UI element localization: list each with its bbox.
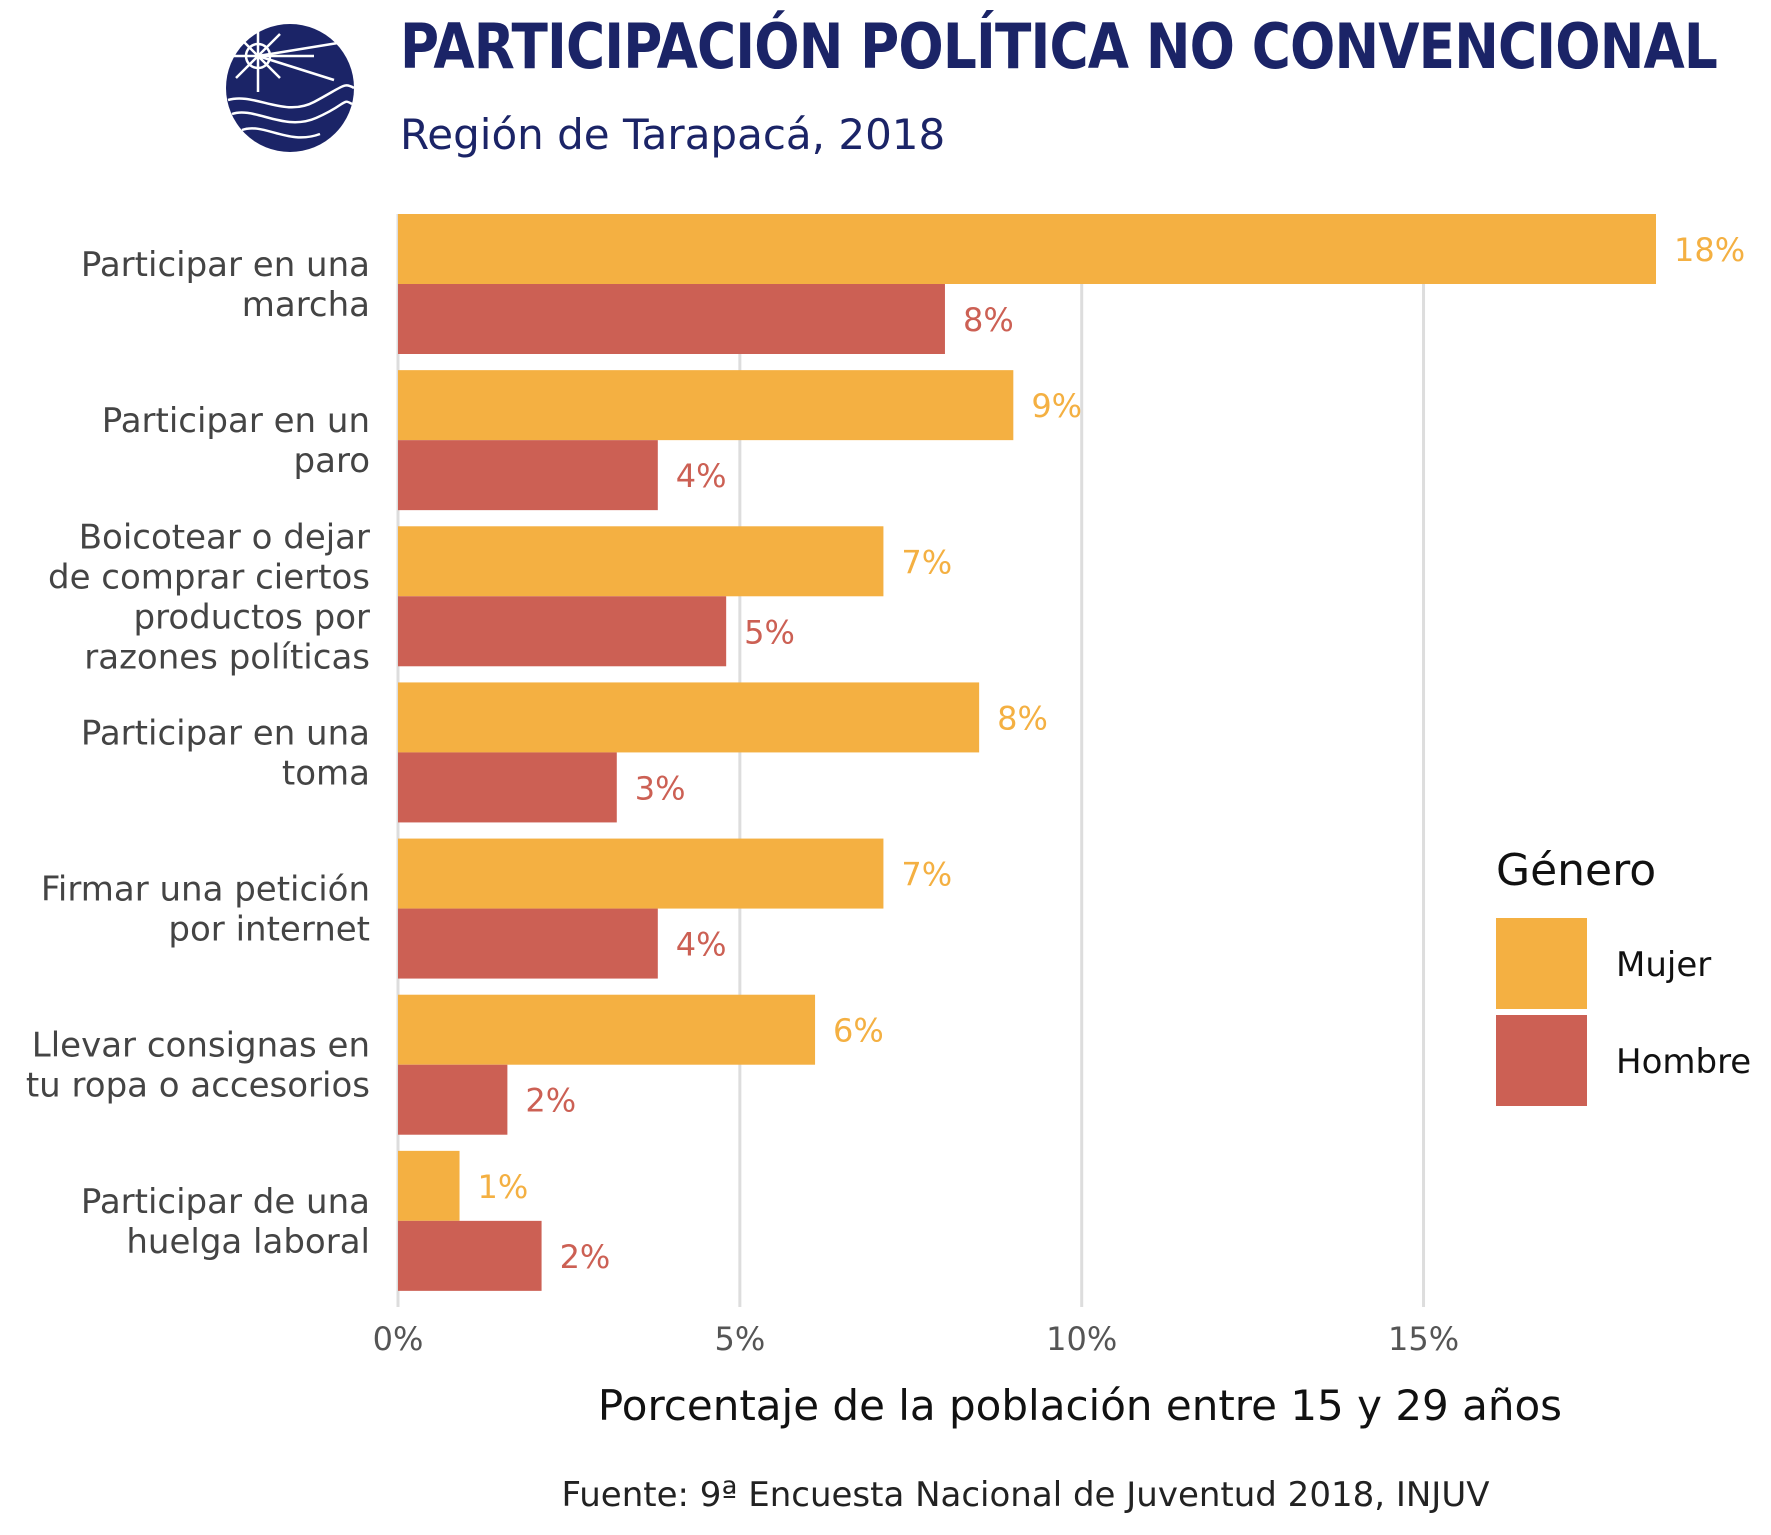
category-label: productos por bbox=[134, 597, 370, 637]
source-note: Fuente: 9ª Encuesta Nacional de Juventud… bbox=[561, 1475, 1490, 1515]
bar-mujer bbox=[398, 994, 816, 1065]
category-label: huelga laboral bbox=[126, 1222, 370, 1262]
bar-mujer bbox=[398, 838, 884, 909]
category-label: tu ropa o accesorios bbox=[26, 1066, 370, 1106]
data-label: 2% bbox=[560, 1238, 611, 1276]
data-label: 3% bbox=[635, 769, 686, 807]
category-label: Participar en una bbox=[81, 713, 370, 753]
bar-mujer bbox=[398, 682, 980, 753]
data-label: 6% bbox=[833, 1012, 884, 1050]
bar-hombre bbox=[398, 596, 727, 667]
data-label: 5% bbox=[744, 613, 795, 651]
legend-swatch-hombre bbox=[1496, 1015, 1587, 1106]
page-title: PARTICIPACIÓN POLÍTICA NO CONVENCIONAL bbox=[400, 10, 1718, 83]
category-label: paro bbox=[294, 441, 370, 481]
data-label: 7% bbox=[901, 856, 952, 894]
category-label: Firmar una petición bbox=[41, 870, 370, 910]
data-label: 2% bbox=[525, 1082, 576, 1120]
bar-mujer bbox=[398, 1150, 460, 1221]
data-label: 4% bbox=[676, 457, 727, 495]
bar-mujer bbox=[398, 370, 1014, 441]
data-label: 18% bbox=[1674, 231, 1745, 269]
category-label: razones políticas bbox=[84, 637, 370, 677]
bar-hombre bbox=[398, 1220, 542, 1291]
x-tick-label: 15% bbox=[1388, 1320, 1459, 1358]
category-label: Boicotear o dejar bbox=[79, 517, 370, 557]
x-axis-label: Porcentaje de la población entre 15 y 29… bbox=[598, 1381, 1562, 1430]
data-label: 1% bbox=[478, 1168, 529, 1206]
x-tick-label: 5% bbox=[714, 1320, 765, 1358]
category-label: marcha bbox=[242, 285, 370, 325]
category-label: Participar en una bbox=[81, 245, 370, 285]
data-label: 8% bbox=[963, 301, 1014, 339]
category-label: Llevar consignas en bbox=[32, 1026, 370, 1066]
data-label: 4% bbox=[676, 926, 727, 964]
x-tick-label: 10% bbox=[1046, 1320, 1117, 1358]
data-label: 8% bbox=[997, 699, 1048, 737]
category-label: toma bbox=[282, 753, 370, 793]
bar-hombre bbox=[398, 284, 945, 354]
category-label: de comprar ciertos bbox=[48, 557, 370, 597]
data-label: 9% bbox=[1031, 387, 1082, 425]
bar-hombre bbox=[398, 1064, 508, 1135]
legend-title: Género bbox=[1496, 845, 1656, 896]
category-label: Participar en un bbox=[102, 401, 370, 441]
bar-hombre bbox=[398, 440, 658, 511]
bar-mujer bbox=[398, 526, 884, 597]
category-label: por internet bbox=[168, 910, 370, 950]
bar-hombre bbox=[398, 752, 617, 823]
bar-hombre bbox=[398, 908, 658, 979]
legend-label: Mujer bbox=[1616, 945, 1711, 985]
legend-label: Hombre bbox=[1616, 1042, 1751, 1082]
category-label: Participar de una bbox=[81, 1182, 370, 1222]
bar-mujer bbox=[398, 214, 1656, 284]
page-subtitle: Región de Tarapacá, 2018 bbox=[400, 110, 946, 159]
x-tick-label: 0% bbox=[373, 1320, 424, 1358]
data-label: 7% bbox=[901, 543, 952, 581]
injuv-logo-icon bbox=[226, 24, 355, 152]
legend-swatch-mujer bbox=[1496, 918, 1587, 1009]
